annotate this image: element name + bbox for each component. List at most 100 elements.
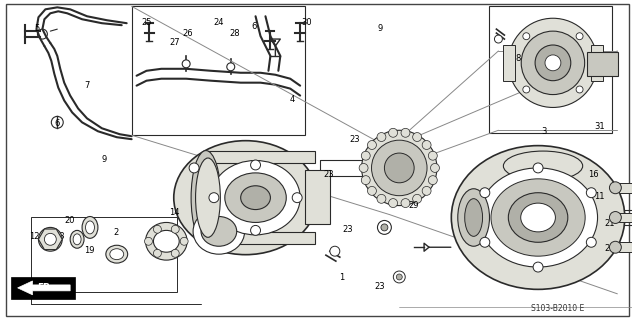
Circle shape: [545, 55, 561, 71]
Circle shape: [368, 187, 377, 195]
Text: 29: 29: [409, 202, 419, 211]
Text: 21: 21: [604, 219, 615, 228]
Circle shape: [495, 35, 502, 43]
Circle shape: [377, 220, 391, 234]
Circle shape: [171, 225, 179, 233]
Text: 22: 22: [554, 222, 564, 231]
Bar: [591, 45, 603, 81]
Text: 23: 23: [343, 225, 353, 234]
Text: 7: 7: [84, 81, 90, 90]
Text: 24: 24: [213, 19, 224, 28]
Ellipse shape: [106, 245, 128, 263]
Text: 15: 15: [406, 165, 416, 174]
Circle shape: [361, 151, 370, 160]
Circle shape: [44, 233, 57, 245]
Circle shape: [521, 31, 585, 95]
Circle shape: [523, 33, 530, 40]
Ellipse shape: [451, 146, 625, 289]
Circle shape: [377, 132, 386, 141]
Ellipse shape: [225, 173, 286, 222]
Text: 1: 1: [340, 273, 345, 282]
Circle shape: [576, 86, 583, 93]
Ellipse shape: [465, 199, 483, 236]
Text: 25: 25: [141, 19, 152, 28]
Text: 9: 9: [377, 24, 382, 33]
Ellipse shape: [491, 179, 585, 256]
Text: 31: 31: [594, 122, 605, 131]
Bar: [206, 151, 315, 163]
Circle shape: [51, 116, 64, 128]
Ellipse shape: [504, 151, 583, 181]
Circle shape: [154, 225, 161, 233]
Ellipse shape: [70, 230, 84, 248]
Ellipse shape: [154, 230, 179, 252]
Ellipse shape: [145, 222, 187, 260]
Circle shape: [251, 225, 260, 235]
Text: 23: 23: [374, 282, 385, 292]
Polygon shape: [39, 229, 62, 250]
Circle shape: [413, 132, 422, 141]
Ellipse shape: [211, 161, 300, 235]
Polygon shape: [18, 281, 70, 295]
Circle shape: [396, 274, 402, 280]
Circle shape: [610, 212, 621, 223]
Ellipse shape: [86, 221, 95, 234]
Text: 5: 5: [34, 24, 39, 33]
Text: FR.: FR.: [37, 284, 54, 292]
Circle shape: [509, 18, 598, 108]
Ellipse shape: [82, 217, 98, 238]
Circle shape: [377, 194, 386, 203]
Circle shape: [39, 228, 62, 251]
Circle shape: [145, 237, 152, 245]
Ellipse shape: [241, 186, 271, 210]
Circle shape: [533, 163, 543, 173]
Text: 20: 20: [64, 216, 75, 225]
Bar: [131, 6, 305, 135]
Circle shape: [610, 182, 621, 194]
Circle shape: [586, 188, 596, 198]
Text: 10: 10: [229, 232, 240, 241]
Circle shape: [227, 63, 235, 71]
Circle shape: [292, 193, 302, 203]
Circle shape: [154, 249, 161, 257]
Text: 9: 9: [102, 156, 107, 164]
Circle shape: [389, 128, 398, 137]
Circle shape: [480, 188, 490, 198]
Circle shape: [610, 241, 621, 253]
Text: 23: 23: [349, 135, 359, 144]
Text: 23: 23: [324, 170, 335, 179]
Circle shape: [384, 153, 414, 183]
Ellipse shape: [193, 209, 244, 254]
Ellipse shape: [201, 217, 237, 246]
Circle shape: [359, 164, 368, 172]
Ellipse shape: [479, 168, 598, 267]
Text: 26: 26: [182, 28, 193, 38]
Circle shape: [429, 151, 438, 160]
Circle shape: [368, 140, 377, 149]
Bar: [619, 183, 635, 193]
Text: 13: 13: [55, 232, 65, 241]
Circle shape: [180, 237, 188, 245]
Bar: [30, 218, 177, 292]
Ellipse shape: [509, 193, 568, 242]
Circle shape: [422, 187, 431, 195]
Circle shape: [401, 199, 410, 208]
Circle shape: [576, 33, 583, 40]
Bar: [488, 6, 612, 133]
Bar: [504, 45, 515, 81]
Text: S103-B2010 E: S103-B2010 E: [531, 304, 585, 313]
Text: 27: 27: [170, 38, 180, 47]
Text: 3: 3: [541, 127, 546, 136]
Circle shape: [431, 164, 439, 172]
Circle shape: [413, 194, 422, 203]
Circle shape: [523, 86, 530, 93]
Text: 22: 22: [554, 244, 564, 253]
Circle shape: [251, 160, 260, 170]
Bar: [619, 242, 635, 252]
FancyBboxPatch shape: [587, 52, 618, 76]
Text: 12: 12: [29, 232, 40, 241]
Circle shape: [361, 130, 437, 206]
Circle shape: [189, 163, 199, 173]
Ellipse shape: [458, 189, 490, 246]
Text: 6: 6: [55, 119, 60, 128]
